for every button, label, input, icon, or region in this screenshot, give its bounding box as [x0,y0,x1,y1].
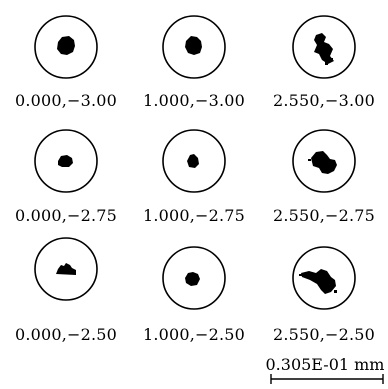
spot-plot [292,129,356,193]
spot-cluster [57,36,75,55]
spot-cell: 0.000,−2.75 [6,128,126,246]
spot-cell: 2.550,−3.00 [264,14,384,132]
spot-label: 1.000,−2.75 [142,206,246,225]
spot-plot [292,15,356,79]
spot-label: 0.000,−2.50 [14,325,118,344]
spot-label: 1.000,−2.50 [142,325,246,344]
spot-cell: 1.000,−3.00 [134,14,254,132]
airy-disk-circle [162,246,226,310]
airy-disk-circle [34,237,98,301]
spot-plot [34,237,98,301]
spot-label: 2.550,−2.75 [272,206,376,225]
spot-plot [162,15,226,79]
spot-label: 0.000,−3.00 [14,91,118,110]
spot-cluster [58,155,73,167]
spot-cell: 1.000,−2.50 [134,236,254,354]
spot-label: 2.550,−3.00 [272,91,376,110]
spot-plot [162,129,226,193]
spot-cell: 1.000,−2.75 [134,128,254,246]
scale-bar [270,374,384,384]
spot-cluster [311,151,337,174]
airy-disk-circle [34,15,98,79]
spot-cluster [185,272,200,286]
spot-plot [162,246,226,310]
spot-cluster [301,269,336,294]
spot-cluster [314,33,334,64]
spot-plot [34,129,98,193]
spot-cluster [187,154,199,168]
airy-disk-circle [162,15,226,79]
airy-disk-circle [162,129,226,193]
spot-cluster [185,36,202,55]
spot-cell: 0.000,−3.00 [6,14,126,132]
spot-plot [34,15,98,79]
airy-disk-circle [292,129,356,193]
spot-label: 0.000,−2.75 [14,206,118,225]
spot-cell: 2.550,−2.50 [264,236,384,354]
spot-cluster [56,263,76,275]
spot-label: 1.000,−3.00 [142,91,246,110]
spot-label: 2.550,−2.50 [272,325,376,344]
scale-label: 0.305E-01 mm [265,355,385,374]
spot-cell: 2.550,−2.75 [264,128,384,246]
spot-cell: 0.000,−2.50 [6,236,126,354]
airy-disk-circle [34,129,98,193]
airy-disk-circle [292,246,356,310]
airy-disk-circle [292,15,356,79]
spot-plot [292,246,356,310]
